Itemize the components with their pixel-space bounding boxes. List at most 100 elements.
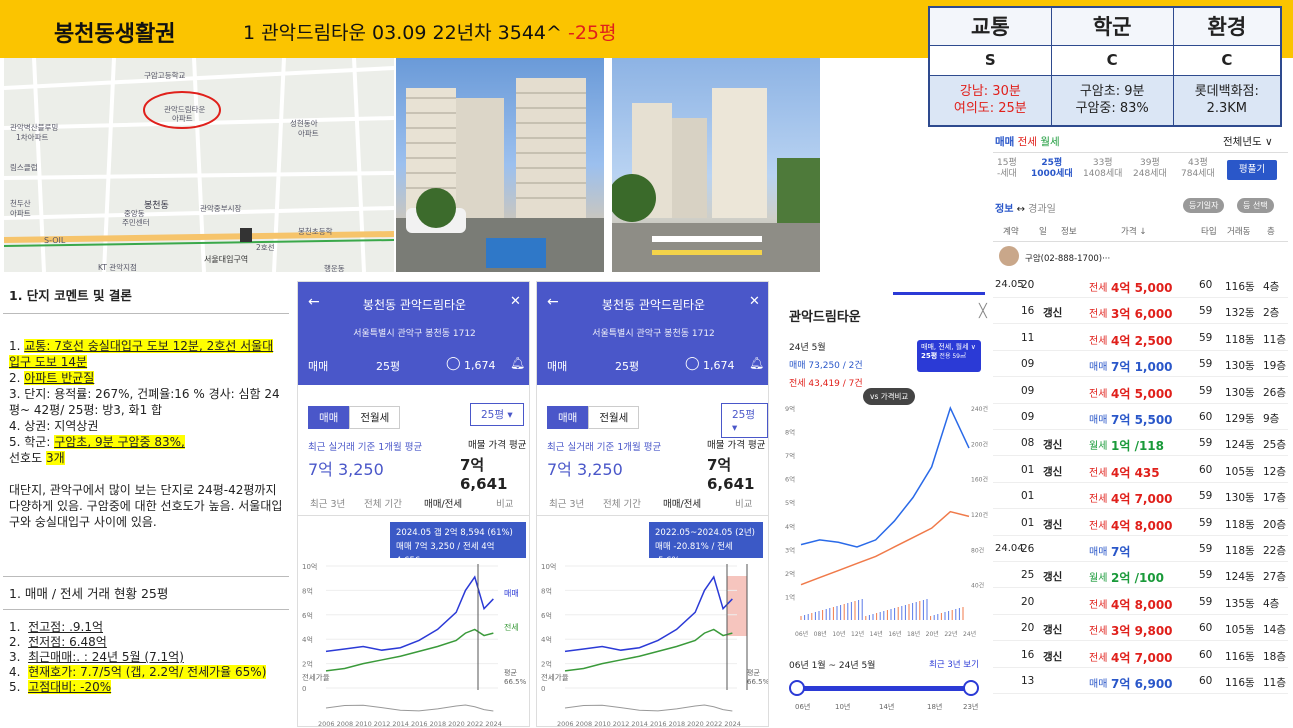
row-type-size: 59 [1199, 331, 1213, 344]
row-type-size: 59 [1199, 516, 1213, 529]
close-icon[interactable]: ╳ [979, 304, 987, 319]
panel4-size-43[interactable]: 43평 784세대 [1181, 158, 1215, 179]
panel3-range-slider[interactable] [795, 686, 973, 691]
panel4-tab-monthly[interactable]: 월세 [1040, 136, 1060, 148]
table-row[interactable]: 20 전세 4억 8,000 59 135동 4층 [993, 589, 1288, 615]
panel4-dong-button[interactable]: 등 선택 [1237, 198, 1274, 213]
panel4-size-25[interactable]: 25평 1000세대 [1031, 158, 1073, 179]
chat-icon[interactable]: ◯ [685, 356, 700, 371]
row-type: 매매 [1089, 679, 1108, 690]
row-dong: 124동 [1225, 439, 1255, 452]
panel4-elapsed-tab[interactable]: 경과일 [1028, 204, 1056, 215]
page-subtitle: 1 관악드림타운 03.09 22년차 3544^ -25평 [243, 18, 617, 45]
close-icon[interactable]: ✕ [510, 294, 521, 309]
app-card-1-tab-rent[interactable]: 전월세 [349, 406, 401, 429]
app-card-1-filter-type[interactable]: 매매 [308, 360, 329, 373]
map-label-club: 림스클럽 [10, 163, 38, 172]
jeonse-rate-line [325, 704, 494, 712]
table-row[interactable]: 20 갱신 전세 3억 9,800 60 105동 14층 [993, 615, 1288, 642]
app-card-2-tab-all[interactable]: 전체 기간 [603, 499, 641, 510]
panel4-tab-sale[interactable]: 매매 [995, 136, 1015, 148]
location-map[interactable]: 구암고등학교 관악드림타운 아파트 관악벽산블루밍 1차아파트 성현동아 아파트… [4, 58, 394, 272]
table-row[interactable]: 09 매매 7억 1,000 59 130동 19층 [993, 351, 1288, 378]
map-label-bongcheon-school: 봉천초등학 [298, 227, 333, 236]
table-row[interactable]: 11 전세 4억 2,500 59 118동 11층 [993, 325, 1288, 351]
app-card-2-tab-sale[interactable]: 매매 [547, 406, 589, 429]
table-row[interactable]: 01 갱신 전세 4억 435 60 105동 12층 [993, 457, 1288, 483]
y-tick-label: 0 [541, 685, 545, 693]
map-label-cheondu-apt: 아파트 [10, 209, 31, 218]
row-dong: 118동 [1225, 518, 1255, 531]
panel3-slider-handle-start[interactable] [789, 680, 805, 696]
panel4-year-select[interactable]: 전체년도 ∨ [1223, 136, 1273, 148]
back-arrow-icon[interactable]: ← [547, 294, 559, 310]
table-row[interactable]: 16 갱신 전세 4억 7,000 60 116동 18층 [993, 642, 1288, 668]
app-card-1-tab-3y[interactable]: 최근 3년 [310, 499, 346, 510]
app-card-2-tooltip: 2022.05~2024.05 (2년) 매매 -20.81% / 전세 -5.6… [649, 522, 763, 566]
map-label-market: 관악중부시장 [200, 204, 242, 213]
app-card-1-tab-all[interactable]: 전체 기간 [364, 499, 402, 510]
table-row[interactable]: 24.04 26 매매 7억 59 118동 22층 [993, 536, 1288, 562]
app-card-2-tab-rent[interactable]: 전월세 [588, 406, 640, 429]
app-card-1-rate-value: 66.5% [504, 678, 527, 686]
table-row[interactable]: 16 갱신 전세 3억 6,000 59 132동 2층 [993, 298, 1288, 325]
back-arrow-icon[interactable]: ← [308, 294, 320, 310]
app-card-2-size-select[interactable]: 25평 ▾ [721, 403, 768, 438]
app-card-1-size-select[interactable]: 25평 ▾ [470, 403, 524, 426]
row-dong: 118동 [1225, 333, 1255, 346]
panel3-period: 24년 5월 [789, 343, 826, 353]
map-label-jungang: 중앙동 [124, 209, 145, 218]
row-floor: 19층 [1263, 360, 1287, 373]
panel4-info-tab[interactable]: 정보 [995, 204, 1014, 215]
app-card-1-tab-sale[interactable]: 매매 [308, 406, 350, 429]
app-card-1-header: ← 봉천동 관악드림타운 ✕ 서울특별시 관악구 봉천동 1712 매매 25평… [298, 282, 529, 385]
app-card-2-tab-salerent[interactable]: 매매/전세 [663, 499, 702, 510]
chat-icon[interactable]: ◯ [446, 356, 461, 371]
panel4-size-39[interactable]: 39평 248세대 [1133, 158, 1167, 179]
panel4-col-headers: 계약 일 정보 가격 ↓ 타입 거래동 층 [993, 220, 1288, 242]
bell-icon[interactable]: 🔔︎ [510, 356, 526, 370]
panel3-recent-button[interactable]: 최근 3년 보기 [929, 660, 979, 670]
row-day: 09 [1021, 358, 1035, 371]
y-tick-label: 3억 [785, 546, 795, 554]
bell-icon[interactable]: 🔔︎ [749, 356, 765, 370]
row-day: 16 [1021, 648, 1035, 661]
app-card-2-filter-type[interactable]: 매매 [547, 360, 568, 373]
x-tick-label: 2006 [557, 720, 574, 727]
table-row[interactable]: 25 갱신 월세 2억 /100 59 124동 27층 [993, 562, 1288, 589]
app-card-2-tab-3y[interactable]: 최근 3년 [549, 499, 585, 510]
rating-detail-env: 롯데백화점: 2.3KM [1172, 74, 1282, 127]
app-card-2-tab-compare[interactable]: 비교 [735, 499, 753, 510]
panel4-size-button[interactable]: 평풀기 [1227, 160, 1277, 180]
panel4-size-33[interactable]: 33평 1408세대 [1083, 158, 1123, 179]
table-row[interactable]: 13 매매 7억 6,900 60 116동 11층 [993, 668, 1288, 694]
row-dong: 130동 [1225, 492, 1255, 505]
table-row[interactable]: 09 매매 7억 5,500 60 129동 9층 [993, 404, 1288, 430]
row-floor: 26층 [1263, 386, 1287, 399]
table-row[interactable]: 09 전세 4억 5,000 59 130동 26층 [993, 378, 1288, 404]
app-card-gap: ← 봉천동 관악드림타운 ✕ 서울특별시 관악구 봉천동 1712 매매 25평… [297, 281, 530, 727]
panel3-filter-chip[interactable]: 매매, 전세, 월세 ∨ 25평 전용 59㎡ [917, 340, 981, 372]
table-row[interactable]: 01 갱신 전세 4억 8,000 59 118동 20층 [993, 510, 1288, 536]
row-day: 26 [1021, 543, 1035, 555]
table-row[interactable]: 24.05 20 전세 4억 5,000 60 116동 4층 [993, 272, 1288, 298]
x-tick-label: 18년 [907, 630, 920, 638]
app-card-1-filter-size[interactable]: 25평 [376, 360, 401, 373]
panel3-compare-chip[interactable]: vs 가격비교 [863, 388, 916, 405]
app-card-1-tab-compare[interactable]: 비교 [496, 499, 514, 510]
row-info: 갱신 [1043, 465, 1063, 478]
table-row[interactable]: 01 전세 4억 7,000 59 130동 17층 [993, 483, 1288, 510]
table-row[interactable]: 08 갱신 월세 1억 /118 59 124동 25층 [993, 430, 1288, 457]
app-card-2-filter-size[interactable]: 25평 [615, 360, 640, 373]
panel4-tab-rent[interactable]: 전세 [1017, 136, 1037, 148]
app-card-1-tab-salerent[interactable]: 매매/전세 [424, 499, 463, 510]
transaction-list-panel: 매매 전세 월세 전체년도 ∨ 15평 -세대 25평 1000세대 33평 1408… [993, 128, 1288, 727]
panel3-range: 06년 1월 ~ 24년 5월 [789, 661, 876, 671]
panel4-reg-date-button[interactable]: 등기일자 [1183, 198, 1225, 213]
y-tick-label: 6억 [785, 476, 795, 484]
map-label-byucksan-2: 1차아파트 [16, 133, 49, 142]
close-icon[interactable]: ✕ [749, 294, 760, 309]
panel3-slider-handle-end[interactable] [963, 680, 979, 696]
panel4-size-15[interactable]: 15평 -세대 [997, 158, 1017, 179]
panel4-agent[interactable]: 구암(02-888-1700)··· [1025, 254, 1111, 264]
